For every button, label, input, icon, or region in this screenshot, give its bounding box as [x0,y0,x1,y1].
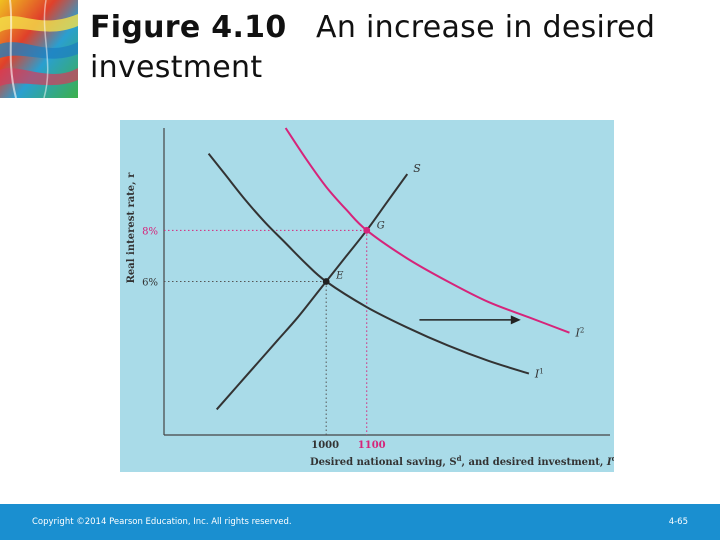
chart-panel: S I1 I2 E G 8% 6% 1000 1100 Real interest rate, … [120,120,614,472]
point-label-g: G [377,220,385,231]
series-label-s: S [413,162,421,175]
corner-artwork [0,0,78,98]
curve-i1 [207,152,530,375]
title-spacer [296,10,306,45]
slide-title: Figure 4.10 An increase in desired inves… [90,8,710,88]
y-axis-label: Real interest rate, r [126,172,137,284]
shift-arrow-head [510,315,521,325]
x-tick-label: 1000 [311,440,339,451]
figure-label: Figure 4.10 [90,10,287,45]
copyright-text: Copyright ©2014 Pearson Education, Inc. … [32,517,292,527]
footer-bar: Copyright ©2014 Pearson Education, Inc. … [0,504,720,540]
curve-s [215,173,409,411]
point-label-e: E [335,271,344,282]
x-tick-label: 1100 [358,440,386,451]
curve-i2 [284,127,570,334]
y-tick-label: 8% [142,226,158,237]
point-g [363,226,371,234]
series-label-i2: I2 [574,327,584,340]
title-text: An increase in desired investment [90,10,656,85]
page-number: 4-65 [668,517,688,527]
x-axis-label: Desired national saving, Sd, and desired… [310,454,614,469]
y-tick-label: 6% [142,278,158,289]
series-label-i1: I1 [534,368,544,381]
chart-svg: S I1 I2 E G 8% 6% 1000 1100 Real interest rate, … [126,127,614,469]
point-e [322,278,330,285]
plot-layer: S I1 I2 E G 8% 6% 1000 1100 [142,127,610,451]
